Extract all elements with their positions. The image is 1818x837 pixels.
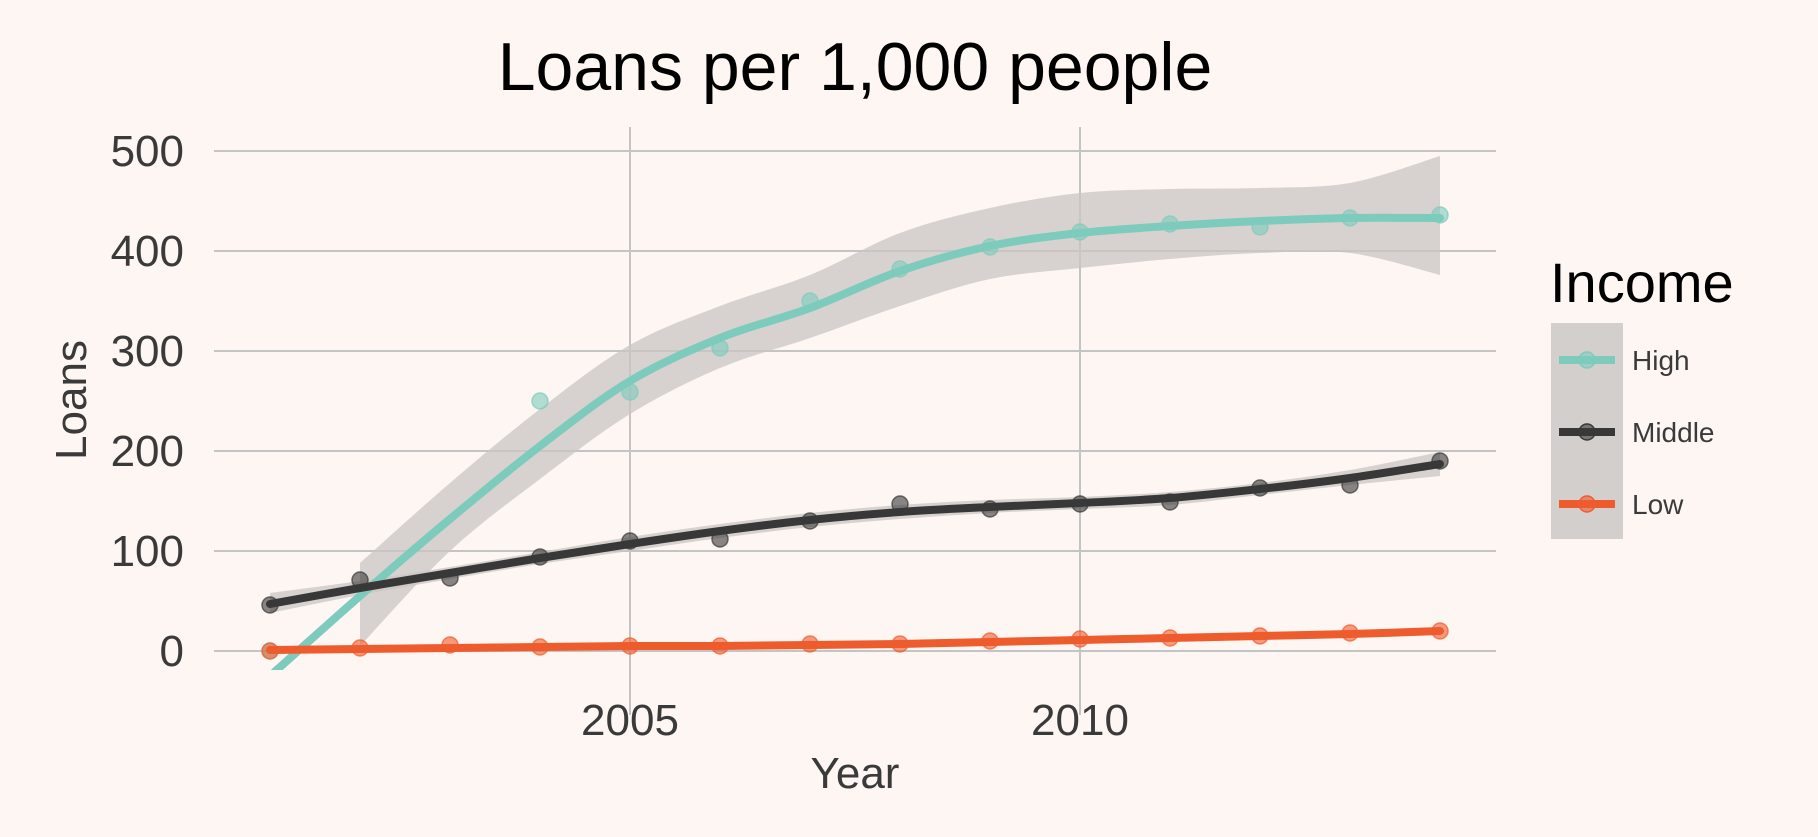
legend: Income High Middle Low — [1550, 251, 1734, 539]
y-axis-title: Loans — [47, 340, 96, 460]
y-axis-ticks: 0 100 200 300 400 500 — [111, 127, 184, 676]
trend-line-low — [266, 627, 1444, 654]
legend-label-high: High — [1632, 345, 1690, 376]
x-axis-title: Year — [811, 749, 900, 798]
legend-label-middle: Middle — [1632, 417, 1714, 448]
legend-marker-high — [1578, 351, 1596, 369]
legend-marker-low — [1578, 495, 1596, 513]
y-tick-label: 400 — [111, 227, 184, 276]
y-tick-label: 300 — [111, 327, 184, 376]
y-tick-label: 100 — [111, 527, 184, 576]
confidence-band-high — [360, 156, 1440, 646]
legend-title: Income — [1550, 251, 1734, 314]
x-tick-label: 2010 — [1031, 696, 1129, 745]
trend-line-high — [270, 213, 1444, 670]
chart-title: Loans per 1,000 people — [498, 29, 1213, 105]
y-tick-label: 0 — [160, 627, 184, 676]
data-point-high — [531, 392, 549, 410]
legend-label-low: Low — [1632, 489, 1684, 520]
x-axis-ticks: 2005 2010 — [581, 696, 1129, 745]
x-tick-label: 2005 — [581, 696, 679, 745]
trend-lines — [266, 213, 1444, 670]
y-tick-label: 200 — [111, 427, 184, 476]
y-tick-label: 500 — [111, 127, 184, 176]
legend-marker-middle — [1578, 423, 1596, 441]
trend-line-middle — [266, 460, 1444, 608]
